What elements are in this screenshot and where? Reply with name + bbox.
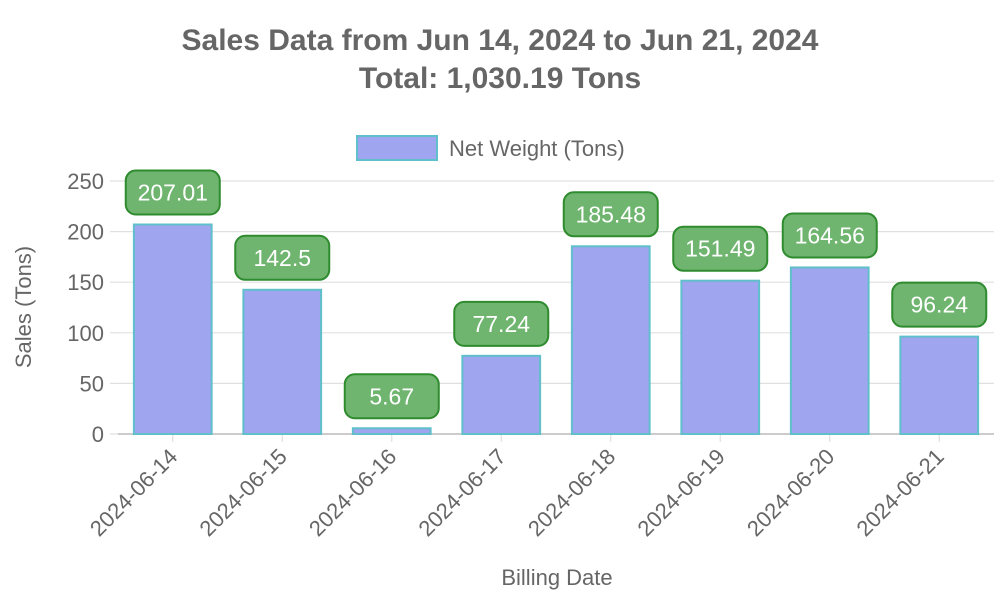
x-tick-label: 2024-06-16 [304,444,401,541]
data-label-box [562,191,659,238]
y-axis-title: Sales (Tons) [11,246,36,368]
bar-2024-06-17[interactable] [461,354,542,436]
y-tick-label: 50 [80,371,104,396]
data-label-2024-06-19: 151.49 [672,225,769,272]
x-tick-label: 2024-06-21 [852,444,949,541]
x-tick-label: 2024-06-19 [633,444,730,541]
data-label-box [234,234,331,281]
data-label-value: 5.67 [369,383,414,409]
bar-2024-06-20[interactable] [789,266,870,435]
data-label-value: 96.24 [910,292,968,318]
x-tick-label: 2024-06-20 [742,444,839,541]
legend[interactable]: Net Weight (Tons) [356,135,625,161]
data-label-2024-06-18: 185.48 [562,191,659,238]
y-tick-label: 200 [67,220,104,245]
data-label-box [343,373,440,420]
data-label-value: 77.24 [472,311,530,337]
data-label-2024-06-21: 96.24 [891,281,988,328]
data-labels: 207.01 142.5 5.67 77.24 185.48 151.49 164.56 96… [124,169,988,420]
legend-swatch [356,135,438,161]
data-label-2024-06-20: 164.56 [781,212,878,259]
data-label-box [891,281,988,328]
data-label-value: 207.01 [138,180,208,206]
bar-2024-06-18[interactable] [570,245,651,435]
chart-title: Sales Data from Jun 14, 2024 to Jun 21, … [182,24,819,57]
legend-label: Net Weight (Tons) [449,136,625,161]
data-label-value: 185.48 [576,201,646,227]
data-label-2024-06-15: 142.5 [234,234,331,281]
bar-2024-06-15[interactable] [242,288,323,436]
bar-2024-06-19[interactable] [680,279,761,435]
x-tick-label: 2024-06-14 [85,444,182,541]
data-label-value: 151.49 [685,236,755,262]
y-tick-label: 250 [67,169,104,194]
data-label-2024-06-17: 77.24 [453,300,550,347]
data-label-box [453,300,550,347]
x-tick-label: 2024-06-15 [195,444,292,541]
data-label-box [124,169,221,216]
y-tick-label: 0 [92,422,104,447]
bars [132,223,980,436]
data-label-2024-06-16: 5.67 [343,373,440,420]
x-tick-label: 2024-06-17 [414,444,511,541]
data-label-value: 164.56 [795,222,865,248]
data-label-box [672,225,769,272]
y-tick-label: 150 [67,270,104,295]
y-tick-label: 100 [67,321,104,346]
data-label-box [781,212,878,259]
chart-subtitle: Total: 1,030.19 Tons [359,62,641,95]
x-axis-title: Billing Date [501,565,612,590]
bar-2024-06-14[interactable] [132,223,213,435]
bar-2024-06-21[interactable] [899,335,980,436]
x-tick-label: 2024-06-18 [523,444,620,541]
data-label-value: 142.5 [253,245,311,271]
bar-2024-06-16[interactable] [351,427,432,436]
data-label-2024-06-14: 207.01 [124,169,221,216]
